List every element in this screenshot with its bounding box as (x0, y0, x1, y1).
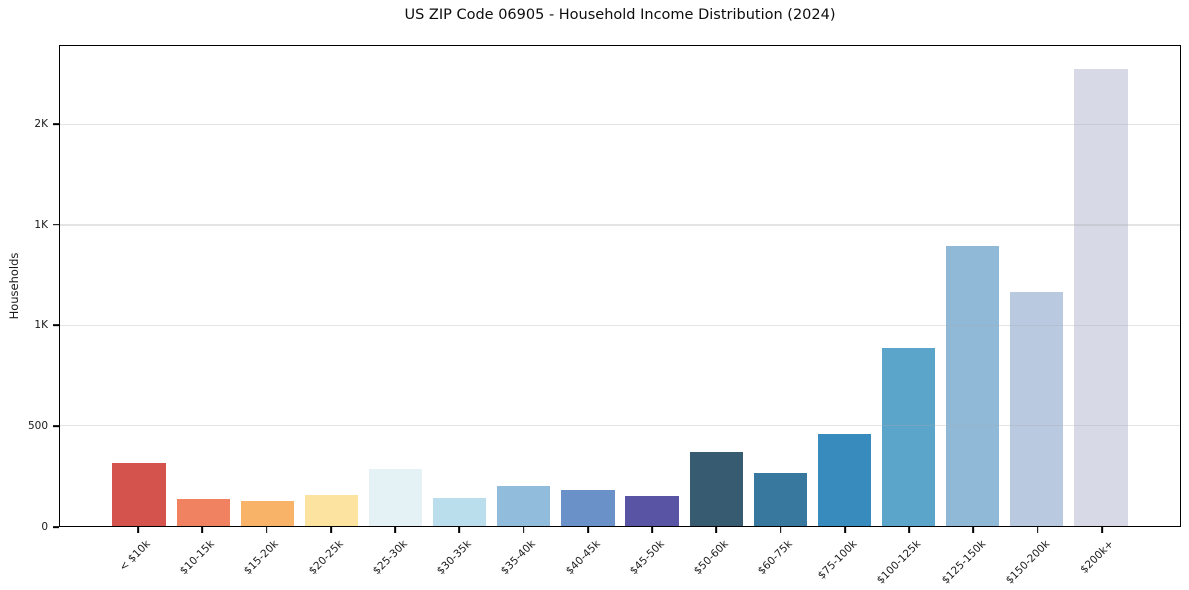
bar-slot (1005, 46, 1069, 526)
bar-slot (428, 46, 492, 526)
x-tick-mark (1101, 527, 1103, 533)
bar-slot (748, 46, 812, 526)
bar (176, 498, 230, 526)
bar (433, 497, 487, 526)
x-tick-label: $10-15k (177, 538, 217, 578)
bar (304, 494, 359, 526)
bar-slot (812, 46, 876, 526)
y-tick-mark (53, 324, 59, 327)
bar (625, 496, 679, 526)
x-tick-label: $15-20k (242, 538, 282, 578)
bar (817, 433, 872, 526)
bar-slot (492, 46, 556, 526)
x-tick-label: $50-60k (691, 538, 731, 578)
x-tick-label: $35-40k (499, 538, 539, 578)
x-tick-mark (651, 527, 653, 533)
x-tick-mark (137, 527, 139, 533)
bar (112, 462, 166, 526)
bar (1010, 292, 1064, 526)
x-tick-mark (394, 527, 396, 533)
x-tick-slot: $150-200k (1003, 527, 1070, 590)
x-tick-slot: $30-35k (427, 527, 491, 590)
x-tick-mark (844, 527, 846, 533)
y-tick-mark (53, 123, 59, 125)
x-tick-mark (201, 527, 204, 533)
bar (240, 500, 294, 526)
bar-slot (364, 46, 428, 526)
bar (497, 486, 551, 526)
x-tick-mark (587, 527, 589, 533)
bar-slot (107, 46, 171, 526)
x-tick-mark (522, 527, 525, 533)
x-tick-mark (908, 527, 910, 533)
bar-slot (941, 46, 1005, 526)
y-axis-ticks: 0 500 1K 1K 2K (0, 45, 59, 533)
x-tick-label: < $10k (117, 538, 153, 574)
x-tick-mark (972, 527, 975, 533)
x-tick-slot: < $10k (106, 527, 170, 590)
bar-slot (620, 46, 684, 526)
x-tick-slot: $100-125k (875, 527, 941, 590)
x-tick-mark (458, 527, 461, 533)
x-tick-mark (715, 527, 718, 533)
x-tick-slot: $50-60k (684, 527, 748, 590)
x-tick-label: $200k+ (1078, 538, 1117, 576)
bar-series (60, 46, 1180, 526)
bar-slot (299, 46, 363, 526)
x-tick-slot: $45-50k (620, 527, 684, 590)
bar-slot (684, 46, 748, 526)
x-tick-mark (1036, 527, 1039, 533)
bar-slot (171, 46, 235, 526)
x-tick-label: $100-125k (875, 538, 924, 587)
y-tick-mark (53, 223, 59, 226)
x-tick-label: $125-150k (939, 538, 988, 587)
x-tick-slot: $125-150k (939, 527, 1005, 590)
x-tick-slot: $25-30k (363, 527, 427, 590)
bar (561, 490, 615, 526)
bar (368, 469, 423, 526)
y-tick-label: 2K (34, 117, 48, 130)
plot-area (59, 45, 1181, 527)
bar-slot (1069, 46, 1133, 526)
x-tick-label: $40-45k (563, 538, 603, 578)
y-tick-label: 1K (34, 218, 48, 231)
y-tick-mark (53, 526, 59, 528)
x-tick-mark (265, 527, 268, 533)
x-tick-slot: $75-100k (813, 527, 877, 590)
x-tick-mark (779, 527, 782, 533)
x-tick-label: $25-30k (370, 538, 410, 578)
y-tick-label: 1K (34, 319, 48, 332)
bar-slot (877, 46, 941, 526)
chart-title: US ZIP Code 06905 - Household Income Dis… (404, 7, 836, 23)
x-tick-slot: $40-45k (556, 527, 620, 590)
x-tick-slot: $200k+ (1070, 527, 1134, 590)
x-tick-label: $75-100k (815, 538, 860, 582)
bar (946, 246, 1000, 526)
x-tick-label: $20-25k (306, 538, 346, 578)
bar (689, 451, 743, 526)
x-tick-label: $45-50k (627, 538, 667, 578)
bar-slot (235, 46, 299, 526)
y-tick-label: 0 (41, 521, 48, 533)
x-tick-label: $150-200k (1003, 538, 1053, 587)
x-tick-slot: $20-25k (299, 527, 363, 590)
x-tick-label: $60-75k (756, 538, 796, 578)
bar (753, 473, 807, 526)
x-tick-slot: $10-15k (170, 527, 234, 590)
x-tick-mark (330, 527, 332, 533)
x-tick-label: $30-35k (434, 538, 474, 578)
x-axis-ticks: < $10k $10-15k $15-20k $20-25k $25-30k $30-35… (59, 527, 1181, 590)
x-tick-slot: $60-75k (749, 527, 813, 590)
bar-slot (556, 46, 620, 526)
y-tick-label: 500 (27, 420, 48, 433)
bar (881, 348, 936, 526)
x-tick-slot: $35-40k (492, 527, 556, 590)
x-tick-slot: $15-20k (235, 527, 299, 590)
bar (1074, 69, 1128, 526)
y-tick-mark (53, 425, 59, 428)
